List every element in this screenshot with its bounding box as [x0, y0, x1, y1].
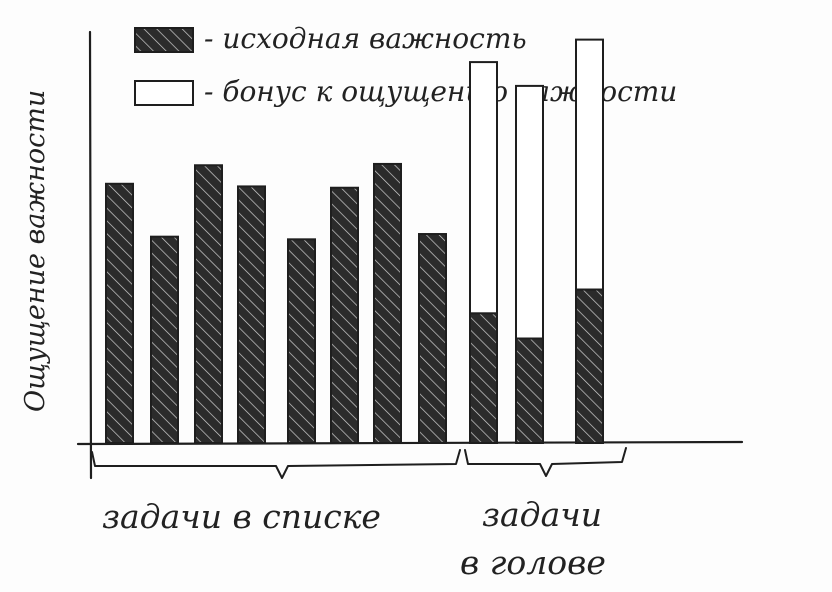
bar-base-segment: [105, 182, 134, 444]
x-axis: [76, 440, 744, 446]
bar-base-segment: [287, 238, 316, 444]
bar-base-segment: [237, 185, 266, 445]
group-label-head-line1: задачи: [482, 495, 602, 534]
bar-base-segment: [373, 162, 402, 444]
bar-base-segment: [418, 233, 447, 444]
y-axis-label: Ощущение важности: [20, 90, 51, 412]
legend-swatch-base: [134, 27, 194, 53]
bar-bonus-segment: [469, 61, 498, 315]
legend-label-base: - исходная важность: [204, 22, 527, 55]
brace-list-tasks: [91, 449, 461, 479]
y-axis: [88, 30, 93, 480]
brace-head-tasks: [464, 447, 627, 477]
legend-swatch-bonus: [134, 80, 194, 106]
bars: [105, 38, 604, 445]
bar-base-segment: [469, 312, 498, 444]
group-label-list: задачи в списке: [102, 497, 381, 536]
bar-base-segment: [515, 337, 544, 445]
bar-bonus-segment: [575, 38, 604, 291]
bar-bonus-segment: [515, 84, 544, 340]
bar-base-segment: [575, 288, 604, 445]
bar-base-segment: [194, 164, 223, 445]
legend-label-bonus: - бонус к ощущению важности: [204, 75, 677, 108]
group-label-head-line2: в голове: [460, 543, 606, 582]
bar-base-segment: [150, 235, 179, 444]
bar-base-segment: [330, 186, 359, 444]
